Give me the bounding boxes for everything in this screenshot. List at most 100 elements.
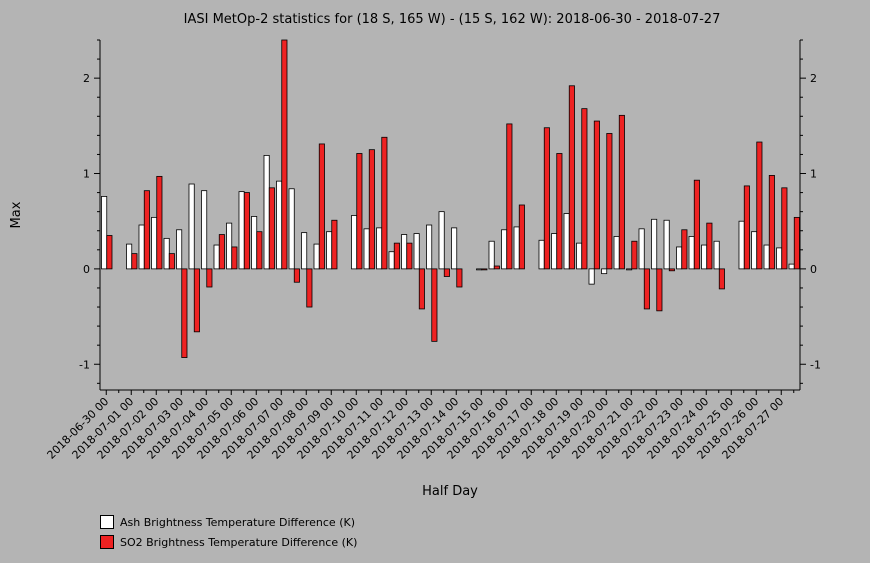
bar-ash (326, 231, 333, 270)
bar-ash (538, 239, 545, 270)
bar-ash (351, 215, 358, 270)
bar-ash (763, 244, 770, 270)
legend-swatch-ash (100, 515, 114, 529)
y-tick-label-left: 0 (83, 263, 90, 276)
bar-ash (576, 242, 583, 270)
bar-ash (776, 247, 783, 270)
bar-ash (188, 183, 195, 270)
bar-ash (163, 237, 170, 270)
bar-so2 (568, 85, 575, 270)
bar-so2 (181, 268, 188, 358)
bar-so2 (131, 253, 138, 270)
bar-so2 (706, 222, 713, 270)
bar-ash (788, 263, 795, 270)
legend-label-ash: Ash Brightness Temperature Difference (K… (120, 515, 355, 529)
y-tick-label-left: 1 (83, 168, 90, 181)
bar-ash (126, 243, 133, 270)
bar-so2 (518, 204, 525, 270)
bar-ash (563, 213, 570, 270)
bar-ash (613, 236, 620, 270)
bar-ash (438, 211, 445, 270)
bar-ash (626, 268, 633, 271)
bar-ash (288, 188, 295, 270)
bar-so2 (618, 114, 625, 270)
bar-so2 (606, 133, 613, 270)
bar-so2 (493, 265, 500, 270)
bar-ash (251, 216, 258, 270)
bar-so2 (593, 120, 600, 270)
bar-so2 (293, 268, 300, 283)
bar-ash (401, 234, 408, 270)
chart-title: IASI MetOp-2 statistics for (18 S, 165 W… (184, 12, 721, 27)
bar-so2 (543, 127, 550, 270)
y-tick-label-right: -1 (810, 358, 821, 371)
bar-so2 (218, 234, 225, 270)
bar-ash (201, 190, 208, 270)
y-tick-label-right: 2 (810, 72, 817, 85)
bar-so2 (643, 268, 650, 310)
legend: Ash Brightness Temperature Difference (K… (100, 512, 357, 552)
bar-ash (651, 218, 658, 270)
bar-so2 (631, 240, 638, 270)
bar-so2 (681, 229, 688, 270)
bar-ash (751, 231, 758, 270)
bar-ash (276, 180, 283, 270)
bar-so2 (556, 153, 563, 270)
bar-ash (676, 246, 683, 270)
bar-ash (738, 220, 745, 270)
bar-so2 (793, 216, 800, 270)
legend-label-so2: SO2 Brightness Temperature Difference (K… (120, 535, 358, 549)
bar-ash (601, 268, 608, 275)
bar-ash (476, 268, 483, 271)
bar-ash (426, 224, 433, 270)
bar-ash (688, 236, 695, 270)
y-tick-label-right: 1 (810, 168, 817, 181)
bar-ash (551, 233, 558, 270)
bar-ash (663, 219, 670, 270)
bar-so2 (206, 268, 213, 288)
bar-so2 (331, 219, 338, 270)
bar-so2 (481, 268, 488, 271)
bar-so2 (581, 108, 588, 270)
bar-so2 (356, 153, 363, 270)
bar-so2 (743, 185, 750, 270)
bar-so2 (456, 268, 463, 288)
bar-so2 (168, 253, 175, 270)
bar-so2 (718, 268, 725, 290)
bar-ash (501, 229, 508, 270)
bar-so2 (656, 268, 663, 312)
bar-so2 (431, 268, 438, 342)
bar-so2 (406, 242, 413, 270)
bar-ash (388, 251, 395, 270)
bar-so2 (193, 268, 200, 333)
bar-so2 (756, 141, 763, 270)
bar-ash (213, 244, 220, 270)
bar-ash (313, 243, 320, 270)
bar-ash (226, 222, 233, 270)
bar-so2 (393, 242, 400, 270)
bar-so2 (106, 235, 113, 270)
bar-ash (513, 226, 520, 270)
bar-so2 (368, 149, 375, 270)
bar-ash (413, 233, 420, 270)
y-tick-label-right: 0 (810, 263, 817, 276)
legend-item-so2: SO2 Brightness Temperature Difference (K… (100, 532, 357, 552)
bar-ash (363, 228, 370, 270)
bar-so2 (668, 268, 675, 272)
bar-ash (638, 228, 645, 270)
bar-so2 (231, 246, 238, 270)
bar-so2 (156, 175, 163, 270)
bar-so2 (781, 187, 788, 270)
bar-so2 (693, 179, 700, 270)
bar-so2 (306, 268, 313, 308)
bar-ash (376, 227, 383, 270)
bar-ash (138, 224, 145, 270)
bar-so2 (268, 187, 275, 270)
bar-so2 (768, 175, 775, 270)
bar-ash (713, 240, 720, 270)
bar-so2 (243, 192, 250, 270)
y-tick-label-left: -1 (79, 358, 90, 371)
bar-ash (176, 229, 183, 270)
